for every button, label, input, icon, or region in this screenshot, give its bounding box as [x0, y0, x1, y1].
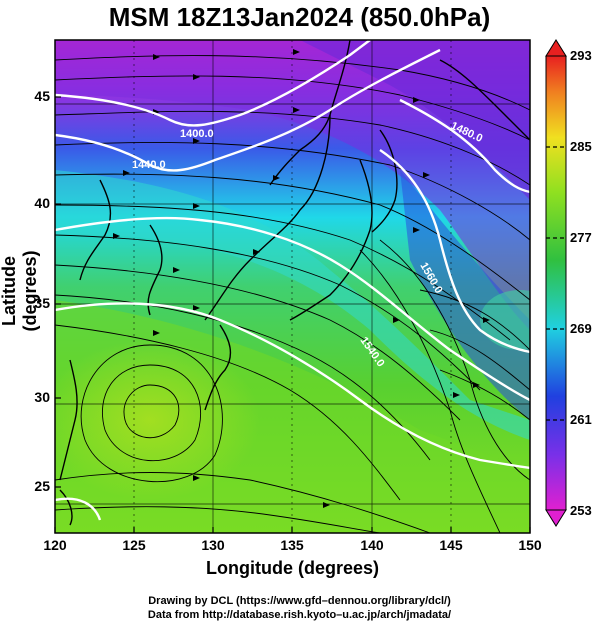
- colorbar-tick-label: 253: [570, 503, 592, 518]
- x-tick-label: 145: [439, 537, 463, 553]
- x-tick-label: 125: [122, 537, 146, 553]
- colorbar-tick-label: 293: [570, 48, 592, 63]
- colorbar-tick-label: 269: [570, 321, 592, 336]
- colorbar-tick-label: 277: [570, 230, 592, 245]
- x-tick-label: 135: [280, 537, 304, 553]
- colorbar-max-triangle: [545, 39, 567, 57]
- contour-label: 1440.0: [132, 159, 166, 171]
- x-tick-label: 150: [518, 537, 542, 553]
- temperature-field: [55, 40, 530, 533]
- x-axis-label: Longitude (degrees): [205, 558, 379, 578]
- y-tick-label: 45: [34, 88, 50, 104]
- x-tick-label: 140: [360, 537, 384, 553]
- credit-drawing: Drawing by DCL (https://www.gfd–dennou.o…: [148, 595, 451, 607]
- axis-ticks: [54, 96, 531, 533]
- streamline-arrows: [113, 49, 490, 508]
- contour-label: 1400.0: [180, 128, 214, 140]
- y-tick-label: 25: [34, 478, 50, 494]
- colorbar-tick-label: 261: [570, 412, 592, 427]
- x-tick-label: 120: [43, 537, 67, 553]
- y-tick-label: 40: [34, 195, 50, 211]
- y-axis-label: Latitude (degrees): [0, 250, 40, 332]
- colorbar-tick-label: 285: [570, 139, 592, 154]
- x-tick-label: 130: [201, 537, 225, 553]
- streamlines: [55, 55, 530, 533]
- height-contours: [55, 40, 530, 521]
- credit-data: Data from http://database.rish.kyoto–u.a…: [147, 609, 452, 621]
- colorbar: [545, 39, 567, 527]
- y-tick-label: 35: [34, 295, 50, 311]
- y-tick-label: 30: [34, 389, 50, 405]
- map-title: MSM 18Z13Jan2024 (850.0hPa): [108, 2, 491, 32]
- colorbar-min-triangle: [545, 509, 567, 527]
- coastlines: [59, 40, 530, 526]
